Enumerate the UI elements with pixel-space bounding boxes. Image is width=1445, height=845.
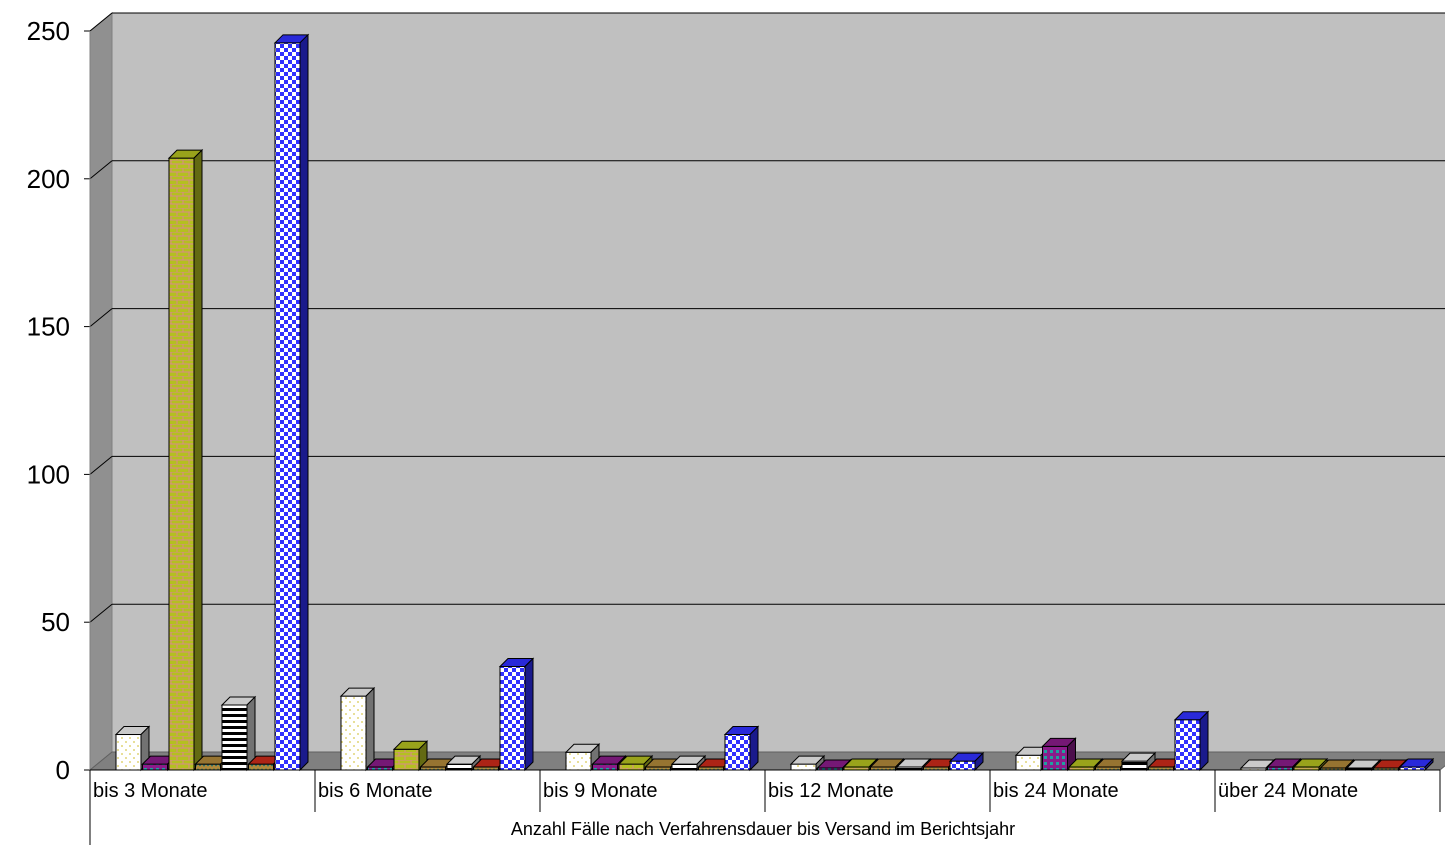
bar <box>114 725 151 772</box>
bar-front <box>724 734 751 771</box>
gridline-side <box>89 456 113 475</box>
bar-front <box>1042 745 1068 771</box>
x-category-label: bis 6 Monate <box>318 780 433 802</box>
bar <box>273 33 310 772</box>
bar-front <box>393 748 420 771</box>
bar <box>948 751 985 772</box>
x-axis-categories: bis 3 Monate bis 6 Monate bis 9 Monate bis … <box>89 769 1441 845</box>
bar-front <box>168 157 195 771</box>
bar-front <box>142 763 168 771</box>
bar-front <box>446 763 473 771</box>
x-category-label: über 24 Monate <box>1218 780 1358 802</box>
gridlines <box>89 12 1445 623</box>
gridline-side <box>89 603 113 623</box>
bar-front <box>671 763 698 771</box>
bar-side <box>524 657 534 772</box>
gridline-side <box>89 160 113 180</box>
bar <box>617 754 654 772</box>
bar <box>220 695 257 772</box>
y-tick-label: 0 <box>56 755 70 785</box>
bar <box>1239 758 1276 772</box>
x-axis-title: Anzahl Fälle nach Verfahrensdauer bis Ve… <box>511 819 1015 839</box>
bar <box>1120 751 1157 772</box>
bar-front <box>221 704 248 771</box>
bar <box>1041 737 1077 772</box>
bar-front <box>1174 719 1201 771</box>
bar <box>339 686 376 772</box>
bar-front <box>248 763 274 771</box>
bar <box>1067 757 1104 772</box>
bar <box>723 725 760 772</box>
bar-front <box>1121 760 1148 771</box>
bar-front <box>565 751 592 771</box>
y-axis-ticks: 0 50 100 150 200 250 <box>27 16 91 785</box>
x-category-label: bis 12 Monate <box>768 780 894 802</box>
bar-side <box>193 148 203 772</box>
y-tick-label: 200 <box>27 164 70 194</box>
bar <box>1173 710 1210 772</box>
bar <box>167 148 204 772</box>
gridline-side <box>89 308 113 327</box>
bar-side <box>1424 757 1434 772</box>
bar-side <box>749 725 759 772</box>
back-wall <box>111 12 1445 753</box>
bar-side <box>1199 710 1209 772</box>
bar-front <box>340 695 367 771</box>
y-tick-label: 150 <box>27 312 70 342</box>
bar-side <box>974 751 984 772</box>
x-category-label: bis 24 Monate <box>993 780 1119 802</box>
bar-front <box>115 734 142 771</box>
bar-side <box>365 686 375 772</box>
side-wall <box>89 11 113 772</box>
bar-front <box>195 763 221 771</box>
bar-front <box>618 763 645 771</box>
bar-front <box>499 666 526 771</box>
x-category-label: bis 9 Monate <box>543 780 658 802</box>
bar-side <box>299 33 309 772</box>
bar <box>789 754 826 772</box>
bar-front <box>790 763 817 771</box>
bar-front <box>1015 754 1042 771</box>
bar-front <box>274 42 301 771</box>
bar <box>498 657 535 772</box>
y-tick-label: 250 <box>27 16 70 46</box>
bar-front <box>592 763 618 771</box>
gridline-side <box>89 12 113 32</box>
x-category-label: bis 3 Monate <box>93 780 208 802</box>
y-tick-label: 100 <box>27 459 70 489</box>
y-tick-label: 50 <box>41 607 70 637</box>
bar-front <box>949 760 976 771</box>
bar <box>392 740 429 772</box>
